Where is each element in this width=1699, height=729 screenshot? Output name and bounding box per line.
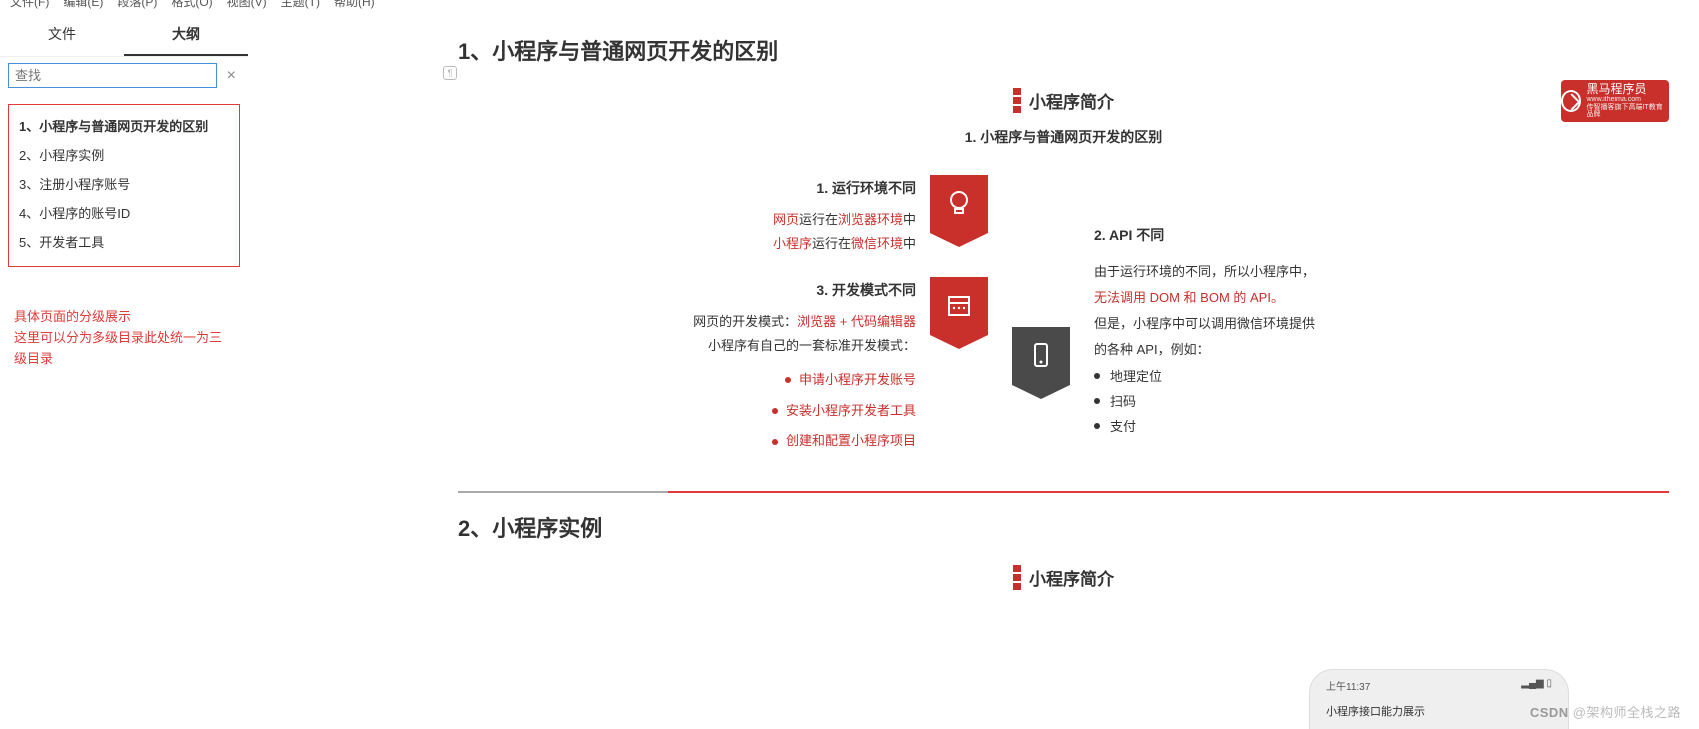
- block3-l1a: 网页的开发模式：: [693, 314, 797, 329]
- menu-format[interactable]: 格式(O): [171, 0, 212, 10]
- block1-l1c: 浏览器环境: [838, 212, 903, 227]
- block2-p2: 无法调用 DOM 和 BOM 的 API。: [1094, 285, 1659, 311]
- brand-url: www.itheima.com: [1586, 96, 1669, 104]
- menu-theme[interactable]: 主题(T): [281, 0, 320, 10]
- watermark: CSDN @架构师全栈之路: [1530, 702, 1681, 721]
- block2-bullet-1: 地理定位: [1110, 366, 1162, 385]
- block1-l2b: 运行在: [812, 236, 851, 251]
- block1-l1a: 网页: [773, 212, 799, 227]
- outline-item-2[interactable]: 2、小程序实例: [13, 140, 235, 169]
- slide-title: 小程序简介: [1029, 88, 1114, 113]
- brand-name: 黑马程序员: [1586, 83, 1669, 96]
- phone-icon: [1012, 327, 1070, 385]
- block2-title: 2. API 不同: [1094, 225, 1659, 245]
- block1-l2d: 中: [903, 236, 916, 251]
- menu-view[interactable]: 视图(V): [227, 0, 267, 10]
- brand-badge: 黑马程序员 www.itheima.com 传智播客旗下高端IT教育品牌: [1561, 80, 1669, 122]
- close-icon[interactable]: ×: [223, 67, 240, 85]
- block2-p3b: 的各种 API，例如：: [1094, 337, 1659, 363]
- block3-l1b: 浏览器 + 代码编辑器: [797, 314, 916, 329]
- block2-bullet-2: 扫码: [1110, 391, 1136, 410]
- slide2-title: 小程序简介: [1029, 565, 1114, 590]
- sidebar: 文件 大纲 × 1、小程序与普通网页开发的区别 2、小程序实例 3、注册小程序账…: [0, 14, 248, 729]
- menu-edit[interactable]: 编辑(E): [63, 0, 103, 10]
- brand-logo-icon: [1561, 90, 1581, 112]
- calendar-icon: [930, 277, 988, 335]
- menu-file[interactable]: 文件(F): [10, 0, 49, 10]
- signal-icon: ▂▄▆ ▯: [1521, 678, 1552, 693]
- editor-content[interactable]: ¶ 1、小程序与普通网页开发的区别 黑马程序员 www.itheima.com …: [248, 14, 1699, 729]
- slide-1: 黑马程序员 www.itheima.com 传智播客旗下高端IT教育品牌 小程序…: [458, 88, 1669, 493]
- phone-time: 上午11:37: [1326, 678, 1370, 693]
- title-marker-icon-2: [1013, 565, 1021, 590]
- paragraph-icon: ¶: [443, 66, 457, 80]
- block3-bullet-1: 申请小程序开发账号: [799, 368, 916, 393]
- outline-item-4[interactable]: 4、小程序的账号ID: [13, 198, 235, 227]
- heading-2: 2、小程序实例: [458, 511, 1669, 543]
- menu-paragraph[interactable]: 段落(P): [117, 0, 157, 10]
- annotation-line-2: 这里可以分为多级目录此处统一为三级目录: [14, 328, 234, 370]
- annotation-line: [668, 491, 1669, 493]
- brand-slogan: 传智播客旗下高端IT教育品牌: [1586, 104, 1669, 119]
- bulb-icon: [930, 175, 988, 233]
- search-input[interactable]: [8, 63, 217, 88]
- heading-1: 1、小程序与普通网页开发的区别: [458, 34, 1669, 66]
- watermark-brand: CSDN: [1530, 705, 1569, 720]
- outline-item-5[interactable]: 5、开发者工具: [13, 227, 235, 256]
- tab-file[interactable]: 文件: [0, 14, 124, 56]
- phone-title: 小程序接口能力展示: [1326, 693, 1552, 719]
- block1-l1d: 中: [903, 212, 916, 227]
- block3-bullet-2: 安装小程序开发者工具: [786, 399, 916, 424]
- tab-outline[interactable]: 大纲: [124, 14, 248, 56]
- block2-p1: 由于运行环境的不同，所以小程序中，: [1094, 259, 1659, 285]
- slide-subtitle: 1. 小程序与普通网页开发的区别: [458, 127, 1669, 147]
- block3-title: 3. 开发模式不同: [693, 277, 916, 304]
- watermark-author: @架构师全栈之路: [1569, 705, 1681, 720]
- block3-bullet-3: 创建和配置小程序项目: [786, 429, 916, 454]
- block3-l2: 小程序有自己的一套标准开发模式：: [693, 334, 916, 359]
- annotation-line-1: 具体页面的分级展示: [14, 307, 234, 328]
- block1-l1b: 运行在: [799, 212, 838, 227]
- block2-p3a: 但是，小程序中可以调用微信环境提供: [1094, 311, 1659, 337]
- outline-item-1[interactable]: 1、小程序与普通网页开发的区别: [13, 111, 235, 140]
- block1-l2a: 小程序: [773, 236, 812, 251]
- outline-list: 1、小程序与普通网页开发的区别 2、小程序实例 3、注册小程序账号 4、小程序的…: [8, 104, 240, 267]
- annotation-text: 具体页面的分级展示 这里可以分为多级目录此处统一为三级目录: [14, 307, 234, 369]
- outline-item-3[interactable]: 3、注册小程序账号: [13, 169, 235, 198]
- menu-bar: 文件(F) 编辑(E) 段落(P) 格式(O) 视图(V) 主题(T) 帮助(H…: [0, 0, 1699, 14]
- block2-bullet-3: 支付: [1110, 416, 1136, 435]
- block1-title: 1. 运行环境不同: [773, 175, 916, 202]
- block1-l2c: 微信环境: [851, 236, 903, 251]
- menu-help[interactable]: 帮助(H): [334, 0, 375, 10]
- title-marker-icon: [1013, 88, 1021, 113]
